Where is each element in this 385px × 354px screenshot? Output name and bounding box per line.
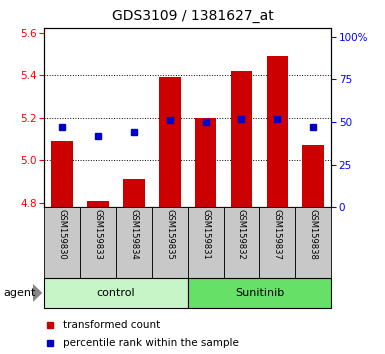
- Text: GSM159832: GSM159832: [237, 209, 246, 260]
- Text: GSM159831: GSM159831: [201, 209, 210, 260]
- Text: GSM159835: GSM159835: [165, 209, 174, 260]
- Bar: [266, 56, 288, 207]
- Text: GDS3109 / 1381627_at: GDS3109 / 1381627_at: [112, 9, 273, 23]
- Bar: [259, 207, 295, 278]
- Text: agent: agent: [4, 288, 36, 298]
- Text: percentile rank within the sample: percentile rank within the sample: [63, 338, 239, 348]
- Bar: [159, 77, 181, 207]
- Bar: [44, 207, 80, 278]
- Text: GSM159830: GSM159830: [58, 209, 67, 260]
- Bar: [123, 179, 145, 207]
- Bar: [80, 207, 116, 278]
- Bar: [224, 207, 259, 278]
- Polygon shape: [33, 284, 42, 302]
- Bar: [188, 207, 224, 278]
- Bar: [195, 118, 216, 207]
- Bar: [188, 278, 331, 308]
- Text: GSM159834: GSM159834: [129, 209, 139, 260]
- Bar: [52, 141, 73, 207]
- Text: GSM159837: GSM159837: [273, 209, 282, 260]
- Bar: [152, 207, 188, 278]
- Bar: [44, 278, 188, 308]
- Text: GSM159838: GSM159838: [309, 209, 318, 260]
- Text: Sunitinib: Sunitinib: [235, 288, 284, 298]
- Bar: [303, 145, 324, 207]
- Bar: [116, 207, 152, 278]
- Text: transformed count: transformed count: [63, 320, 160, 330]
- Bar: [87, 201, 109, 207]
- Bar: [295, 207, 331, 278]
- Text: GSM159833: GSM159833: [94, 209, 102, 260]
- Text: control: control: [97, 288, 135, 298]
- Bar: [231, 71, 252, 207]
